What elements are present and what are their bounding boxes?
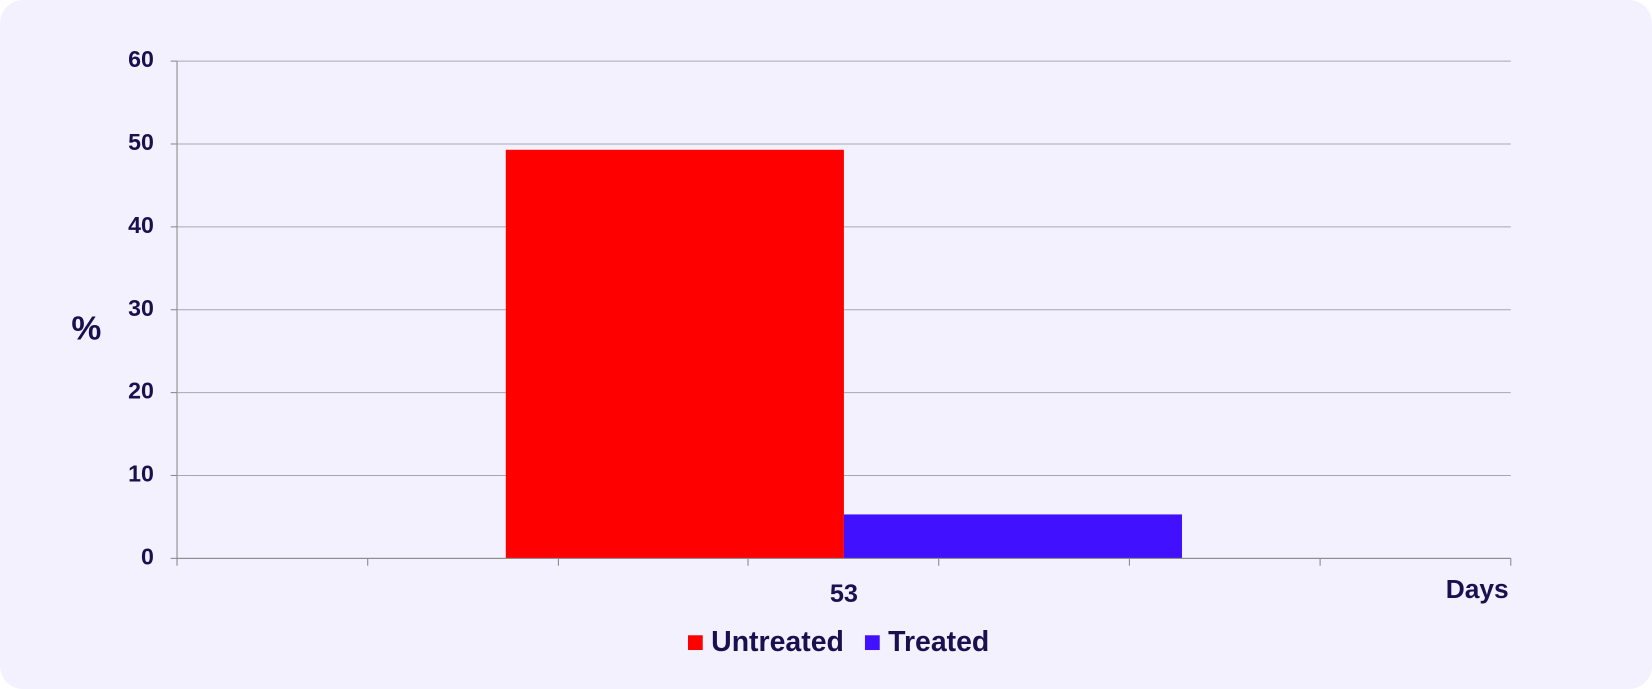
legend-label: Treated bbox=[888, 626, 989, 658]
y-tick-label: 40 bbox=[128, 212, 154, 238]
x-axis-ticks bbox=[176, 558, 1512, 566]
y-tick-label: 10 bbox=[128, 461, 154, 487]
y-tick-label: 50 bbox=[128, 129, 154, 155]
bar bbox=[505, 149, 844, 559]
legend-label: Untreated bbox=[711, 626, 844, 658]
y-axis-label: % bbox=[71, 310, 101, 348]
y-tick-label: 0 bbox=[141, 543, 154, 569]
x-tick-label: 53 bbox=[830, 580, 858, 608]
legend-swatch bbox=[687, 635, 703, 651]
y-tick-label: 30 bbox=[128, 295, 154, 321]
legend-swatch bbox=[864, 635, 880, 651]
y-tick-label: 20 bbox=[128, 378, 154, 404]
x-axis-label: Days bbox=[1446, 574, 1509, 604]
y-tick-label: 60 bbox=[128, 46, 154, 72]
bar bbox=[843, 514, 1183, 559]
